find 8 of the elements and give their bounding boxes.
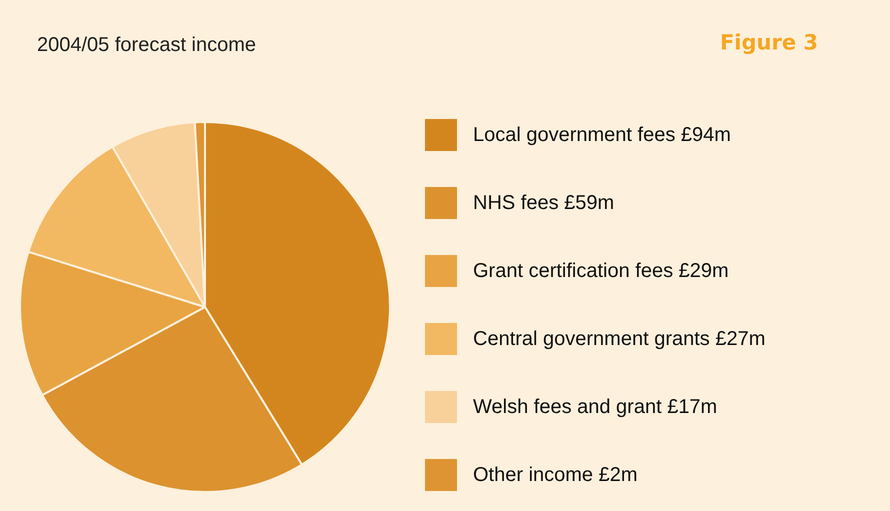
legend-label: Welsh fees and grant £17m: [473, 396, 718, 418]
caption: Figure 3: [720, 30, 818, 54]
legend-label: Central government grants £27m: [473, 328, 766, 350]
legend-label: Grant certification fees £29m: [473, 260, 729, 282]
legend-label: NHS fees £59m: [473, 192, 614, 214]
legend-label: Other income £2m: [473, 464, 638, 486]
legend-label: Local government fees £94m: [473, 124, 731, 146]
chart-title: 2004/05 forecast income: [37, 34, 256, 56]
